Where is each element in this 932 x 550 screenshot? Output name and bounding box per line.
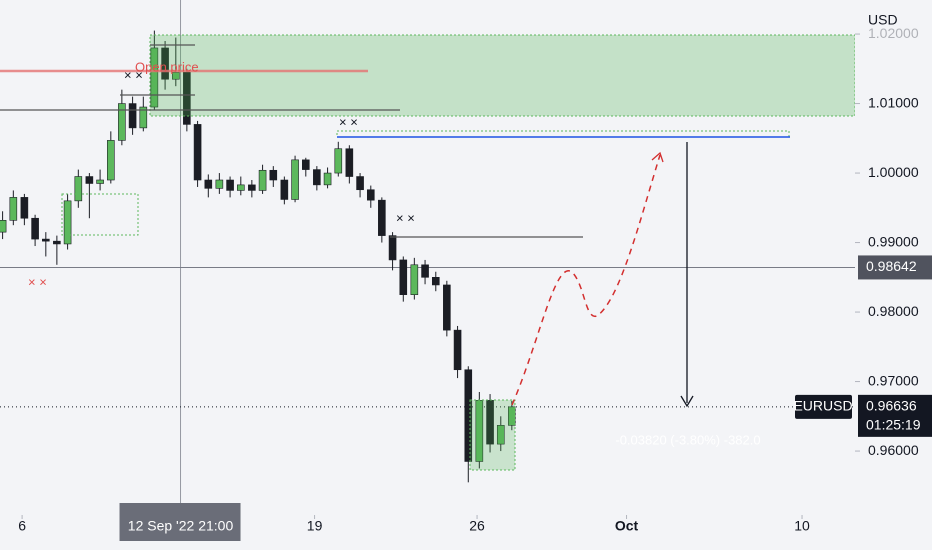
candle-body [388, 235, 397, 261]
y-tick-label: 1.02000 [868, 25, 919, 41]
candle-body [431, 277, 440, 286]
price-label: 0.98642 [866, 258, 917, 274]
candle-body [334, 148, 343, 174]
y-tick-label: 1.00000 [868, 164, 919, 180]
candle-body [313, 169, 321, 186]
x-tick-label: 26 [469, 518, 485, 534]
candle-body [237, 184, 245, 191]
candle-body [42, 238, 50, 242]
candle-body [128, 103, 137, 129]
candle-body [356, 176, 364, 191]
entry-zone [469, 399, 516, 471]
candle-body [421, 264, 429, 278]
x-tick-label: 6 [18, 518, 26, 534]
candle-body [464, 369, 473, 462]
candle-body [378, 199, 386, 236]
price-label-box [858, 255, 932, 280]
plot [0, 0, 855, 515]
last-price-label: 0.96636 [866, 398, 917, 414]
candle-body [139, 106, 148, 129]
candle-body [258, 169, 267, 191]
candle-body [399, 259, 408, 295]
candle-body [204, 179, 213, 189]
measure-label: -0.03820 (-3.80%) -382.0 [615, 432, 760, 447]
candle-body [150, 47, 159, 108]
y-tick-label: 0.96000 [868, 442, 919, 458]
projection-path [511, 154, 661, 406]
candle-body [301, 159, 310, 170]
last-price-box [858, 394, 932, 437]
projection-head [651, 151, 664, 163]
candle-body [161, 47, 169, 80]
supply-zone [149, 34, 855, 117]
candle-body [496, 425, 505, 445]
candle-body [107, 140, 115, 181]
candle-body [443, 284, 451, 331]
candle-body [118, 103, 126, 141]
candle-body [9, 197, 18, 221]
symbol-label: EURUSD [793, 398, 852, 414]
x-tick-label: Oct [615, 518, 639, 534]
candle-body [183, 71, 191, 125]
candle-body [96, 179, 104, 184]
candle-body [345, 148, 354, 177]
candle-body [85, 176, 94, 184]
candle-body [0, 220, 7, 233]
annotation: × × [124, 67, 143, 82]
x-tick-label: 10 [794, 518, 810, 534]
candle-body [74, 176, 83, 202]
candle-body [280, 179, 289, 200]
candle-body [323, 172, 332, 186]
candle-body [366, 189, 375, 201]
arrow-head [680, 395, 694, 408]
candle-body [269, 169, 278, 181]
candle-body [248, 184, 256, 191]
symbol-box [795, 394, 852, 419]
candle-body [53, 240, 61, 245]
candle-body [31, 217, 39, 240]
candle-body [193, 124, 202, 181]
annotation: Open price [135, 59, 199, 74]
y-tick-label: 0.99000 [868, 233, 919, 249]
annotation: × × [396, 210, 415, 225]
candle-body [172, 71, 180, 80]
crosshair-label: 12 Sep '22 21:00 [128, 518, 234, 534]
annotation: × × [28, 274, 47, 289]
x-tick-label: 19 [307, 518, 323, 534]
candle-body [20, 197, 29, 219]
annotation: × × [339, 114, 358, 129]
y-tick-label: 0.98000 [868, 303, 919, 319]
candle-body [215, 179, 224, 189]
candle-body [291, 159, 299, 200]
candle-body [63, 200, 72, 245]
drawings: Open price × × × × × × × × -0.03820 (-3.… [0, 34, 855, 471]
candle-body [453, 329, 462, 371]
currency-label: USD [868, 12, 898, 28]
y-tick-label: 0.97000 [868, 372, 919, 388]
small-zone [61, 193, 139, 236]
crosshair-label-box [119, 503, 241, 541]
candle-body [410, 264, 419, 295]
candle-body [226, 179, 234, 191]
y-tick-label: 1.01000 [868, 94, 919, 110]
countdown: 01:25:19 [866, 417, 921, 433]
